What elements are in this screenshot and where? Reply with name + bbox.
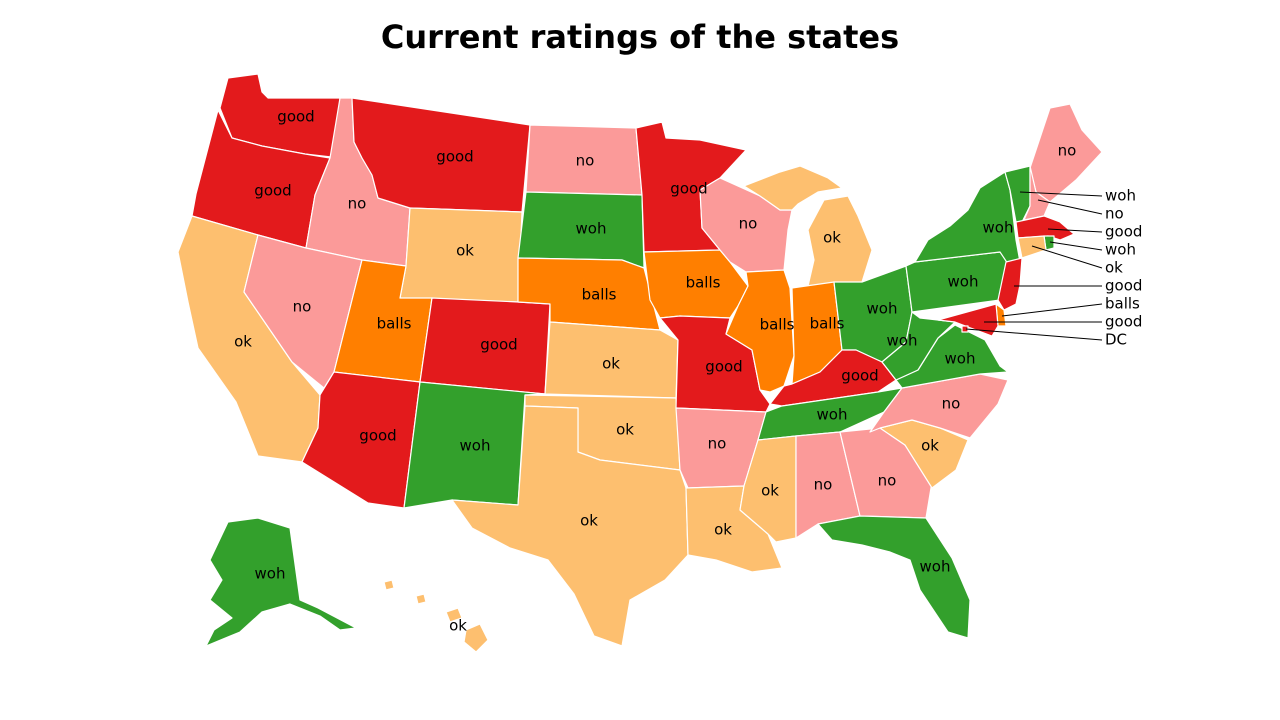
label-oh: woh (867, 300, 898, 318)
label-nm: woh (460, 437, 491, 455)
label-mn: good (670, 180, 707, 198)
label-sc: ok (921, 437, 939, 455)
leader-line-ri (1049, 241, 1103, 251)
leader-line-ct (1031, 245, 1103, 269)
label-ok: ok (616, 421, 634, 439)
label-nd: no (576, 152, 595, 170)
label-ca: ok (234, 333, 252, 351)
label-mi: ok (823, 229, 841, 247)
label-ar: no (708, 435, 727, 453)
state-hawaii (383, 579, 489, 653)
label-al: no (814, 476, 833, 494)
state-michigan (743, 165, 873, 287)
leader-line-nh (1037, 199, 1103, 215)
label-in: balls (810, 315, 845, 333)
ext-label-ri: woh (1105, 241, 1136, 259)
state-montana (351, 97, 531, 213)
state-district-of-columbia (961, 325, 969, 333)
label-il: balls (760, 316, 795, 334)
state-florida (817, 515, 971, 639)
state-illinois (725, 269, 795, 393)
label-la: ok (714, 521, 732, 539)
ext-label-vt: woh (1105, 187, 1136, 205)
state-shapes (177, 73, 1103, 653)
ext-label-nh: no (1105, 205, 1124, 223)
map-title: Current ratings of the states (380, 18, 900, 56)
label-hi: ok (449, 617, 467, 635)
label-or: good (254, 182, 291, 200)
state-texas (451, 405, 689, 647)
label-wa: good (277, 108, 314, 126)
ext-label-nj: good (1105, 277, 1142, 295)
label-ia: balls (686, 274, 721, 292)
label-pa: woh (948, 273, 979, 291)
ext-label-de: balls (1105, 295, 1140, 313)
ext-label-ct: ok (1105, 259, 1123, 277)
leader-line-dc (965, 328, 1103, 341)
state-maryland (937, 303, 999, 337)
ext-label-md: good (1105, 313, 1142, 331)
label-co: good (480, 336, 517, 354)
external-label-leader-lines (965, 191, 1103, 341)
label-az: good (359, 427, 396, 445)
label-va: woh (945, 350, 976, 368)
label-ne: balls (582, 286, 617, 304)
leader-line-ma (1047, 228, 1103, 233)
state-new-jersey (997, 257, 1023, 311)
leader-line-vt (1019, 191, 1103, 197)
label-ut: balls (377, 315, 412, 333)
label-wv: woh (887, 332, 918, 350)
label-me: no (1058, 142, 1077, 160)
label-ak: woh (255, 565, 286, 583)
label-fl: woh (920, 558, 951, 576)
ext-label-dc: DC (1105, 331, 1127, 349)
label-ms: ok (761, 482, 779, 500)
label-ky: good (841, 367, 878, 385)
label-ga: no (878, 472, 897, 490)
state-rating-labels: good good ok no no good ok balls good go… (234, 108, 1076, 635)
leader-line-de (1001, 303, 1103, 317)
label-nv: no (293, 298, 312, 316)
external-rating-labels: woh no good woh ok good balls good DC (1105, 187, 1142, 349)
label-id: no (348, 195, 367, 213)
state-wisconsin (699, 177, 793, 273)
ext-label-ma: good (1105, 223, 1142, 241)
state-colorado (419, 297, 551, 395)
label-tx: ok (580, 512, 598, 530)
state-alaska (205, 517, 357, 647)
label-mo: good (705, 358, 742, 376)
state-connecticut (1017, 235, 1047, 259)
label-sd: woh (576, 220, 607, 238)
label-mt: good (436, 148, 473, 166)
label-wi: no (739, 215, 758, 233)
label-tn: woh (817, 406, 848, 424)
state-mississippi (739, 435, 797, 543)
label-nc: no (942, 395, 961, 413)
label-ny: woh (983, 219, 1014, 237)
label-ks: ok (602, 355, 620, 373)
label-wy: ok (456, 242, 474, 260)
